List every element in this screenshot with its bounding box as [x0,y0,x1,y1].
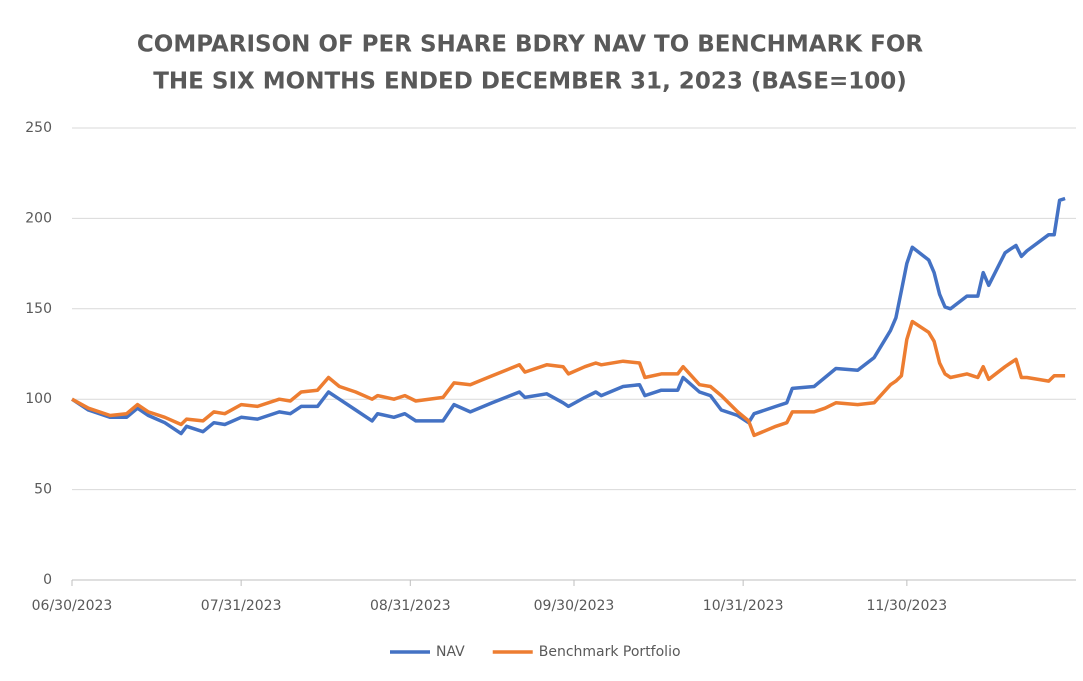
legend-label: NAV [436,644,465,660]
x-tick-label: 09/30/2023 [534,598,615,614]
chart-title: THE SIX MONTHS ENDED DECEMBER 31, 2023 (… [153,69,907,95]
y-tick-label: 50 [34,482,52,498]
y-tick-label: 150 [25,301,52,317]
x-tick-label: 07/31/2023 [201,598,282,614]
data-line [71,319,1066,438]
x-tick-label: 11/30/2023 [866,598,947,614]
x-tick-label: 06/30/2023 [32,598,113,614]
data-line [71,196,1066,436]
y-tick-label: 100 [25,391,52,407]
chart-title: COMPARISON OF PER SHARE BDRY NAV TO BENC… [137,32,924,58]
legend-label: Benchmark Portfolio [539,644,681,660]
y-tick-label: 0 [43,572,52,588]
y-tick-label: 200 [25,210,52,226]
x-tick-label: 10/31/2023 [703,598,784,614]
x-tick-label: 08/31/2023 [370,598,451,614]
y-tick-label: 250 [25,120,52,136]
